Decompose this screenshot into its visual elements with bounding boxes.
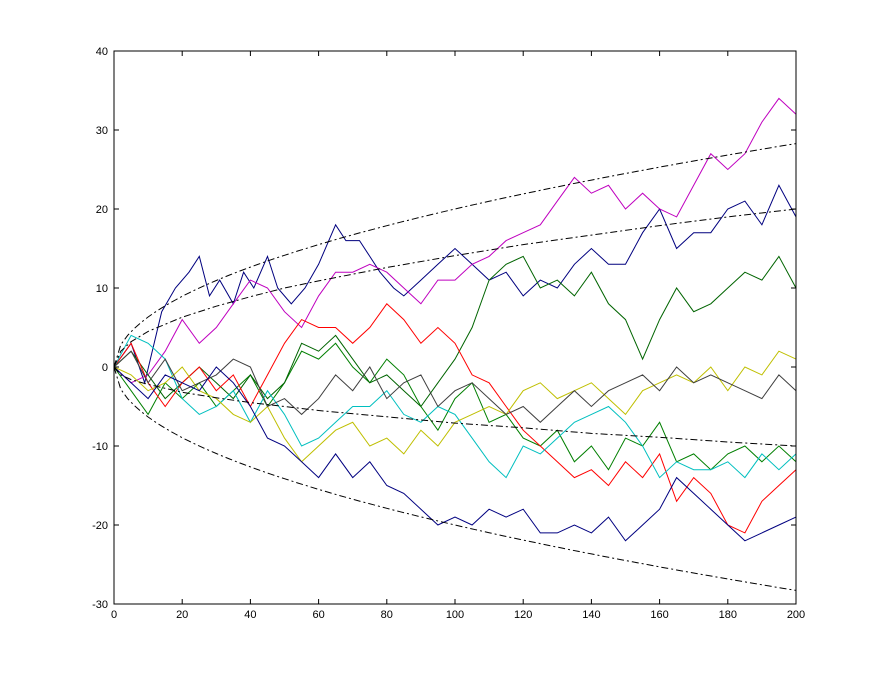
y-tick-label: 40 bbox=[96, 46, 108, 58]
y-tick-label: -20 bbox=[92, 520, 108, 532]
x-tick-label: 120 bbox=[514, 609, 532, 621]
series-line-6 bbox=[113, 334, 797, 479]
y-tick-label: 20 bbox=[96, 204, 108, 216]
series-line-9 bbox=[113, 366, 797, 542]
x-tick-label: 160 bbox=[650, 609, 668, 621]
series-line-11 bbox=[113, 366, 797, 447]
series-layer bbox=[113, 97, 797, 542]
x-tick-label: 20 bbox=[176, 609, 188, 621]
envelope-curve-upper bbox=[113, 143, 797, 368]
x-tick-label: 40 bbox=[244, 609, 256, 621]
y-tick-label: -10 bbox=[92, 441, 108, 453]
y-tick-label: 0 bbox=[102, 362, 108, 374]
series-line-7 bbox=[113, 350, 797, 463]
y-tick-label: 10 bbox=[96, 283, 108, 295]
series-line-2 bbox=[113, 97, 797, 384]
series-line-5 bbox=[113, 303, 797, 534]
series-line-8 bbox=[113, 350, 797, 423]
series-line-4 bbox=[113, 255, 797, 408]
reference-curves-layer bbox=[113, 143, 797, 591]
series-line-1 bbox=[113, 184, 797, 385]
series-line-10 bbox=[113, 208, 797, 368]
plot-background bbox=[114, 51, 796, 604]
y-axis-ticks: -30 -20 -10 0 10 20 30 40 bbox=[92, 46, 796, 611]
y-tick-label: -30 bbox=[92, 599, 108, 611]
x-tick-label: 0 bbox=[111, 609, 117, 621]
x-tick-label: 200 bbox=[787, 609, 805, 621]
x-tick-label: 80 bbox=[381, 609, 393, 621]
x-tick-label: 140 bbox=[582, 609, 600, 621]
x-tick-label: 180 bbox=[719, 609, 737, 621]
x-axis-ticks: 0 20 40 60 80 100 120 140 160 180 200 bbox=[111, 51, 805, 621]
x-tick-label: 100 bbox=[446, 609, 464, 621]
y-tick-label: 30 bbox=[96, 125, 108, 137]
envelope-curve-lower bbox=[113, 366, 797, 591]
x-tick-label: 60 bbox=[312, 609, 324, 621]
